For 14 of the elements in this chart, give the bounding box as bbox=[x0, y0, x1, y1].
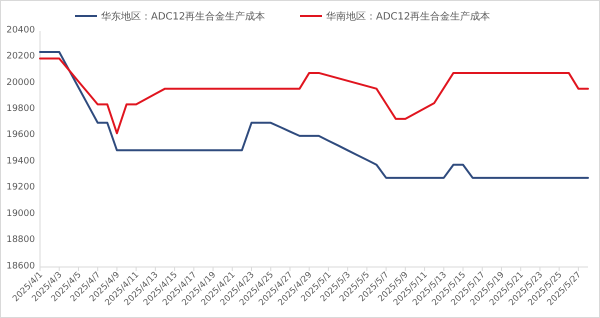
y-tick-label: 19800 bbox=[6, 104, 36, 114]
y-tick-label: 20200 bbox=[6, 52, 36, 62]
y-tick-label: 20400 bbox=[6, 25, 36, 36]
legend-label: 华南地区：ADC12再生合金生产成本 bbox=[326, 10, 490, 22]
y-tick-label: 20000 bbox=[6, 78, 36, 88]
legend-label: 华东地区：ADC12再生合金生产成本 bbox=[101, 10, 266, 22]
y-tick-label: 19400 bbox=[6, 156, 36, 166]
line-series bbox=[39, 58, 589, 134]
y-tick-label: 19200 bbox=[6, 182, 36, 193]
y-tick-label: 18800 bbox=[6, 235, 36, 246]
y-tick-label: 19600 bbox=[6, 130, 36, 140]
line-series bbox=[39, 50, 589, 179]
y-tick-label: 18600 bbox=[6, 261, 36, 272]
y-tick-label: 19000 bbox=[6, 208, 36, 219]
